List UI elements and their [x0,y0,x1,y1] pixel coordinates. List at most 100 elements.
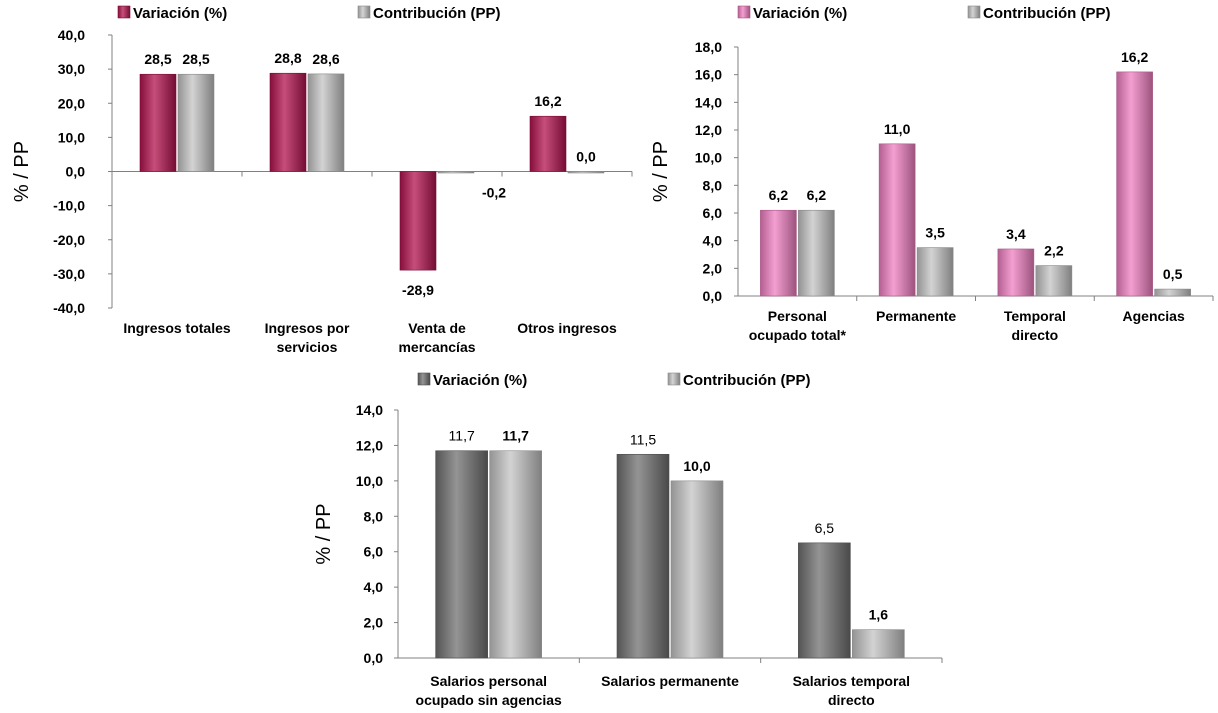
category-label: Temporal [1004,308,1066,324]
bar-variacion [269,72,307,172]
data-label: 16,2 [1121,49,1148,65]
y-tick-label: 4,0 [703,233,723,249]
bar-contribucion [177,73,215,172]
y-tick-label: 0,0 [364,650,384,666]
y-tick-label: 18,0 [695,39,722,55]
y-tick-label: 10,0 [695,150,722,166]
y-axis-title: % / PP [313,503,335,564]
legend-swatch [117,5,131,19]
bar-variacion [139,73,177,172]
legend-swatch [967,5,981,19]
legend-swatch [417,372,431,386]
data-label: 6,5 [815,520,835,536]
y-tick-label: 16,0 [695,67,722,83]
data-label: 11,5 [630,431,656,447]
bar-contribucion [798,209,835,297]
category-label: directo [828,692,875,708]
data-label: 11,7 [502,428,529,444]
y-tick-label: 0,0 [703,288,723,304]
bar-variacion [616,453,670,659]
category-label: ocupado total* [749,327,847,343]
data-label: -28,9 [402,282,434,298]
legend-swatch [737,5,751,19]
chart-salarios: 0,0 2,0 4,0 6,0 8,0 10,0 12,0 14,0 11,7 11,7 Salar… [313,372,943,708]
category-label: Salarios temporal [793,673,911,689]
data-label: 2,2 [1044,243,1064,259]
y-tick-label: 2,0 [703,260,723,276]
legend-label: Contribución (PP) [373,5,501,22]
bar-contribucion [670,480,724,659]
category-label: Salarios permanente [601,673,739,689]
y-axis-title: % / PP [11,141,33,202]
data-label: 3,4 [1006,226,1026,242]
y-tick-label: 20,0 [58,95,85,111]
bar-variacion [399,171,437,271]
data-label: 28,6 [312,51,339,67]
bar-variacion [878,143,916,297]
y-tick-label: 6,0 [364,544,384,560]
bar-variacion [798,542,851,659]
bar-contribucion [916,247,954,297]
data-label: 6,2 [769,187,789,203]
y-tick-label: 12,0 [695,122,722,138]
y-tick-label: 6,0 [703,205,723,221]
legend-label: Contribución (PP) [683,372,811,389]
data-label: 11,7 [449,428,475,444]
data-label: 0,0 [576,149,596,165]
category-label: mercancías [398,339,475,355]
y-tick-label: 10,0 [58,129,85,145]
bar-variacion [997,248,1035,297]
category-label: Venta de [408,320,466,336]
y-axis-title: % / PP [650,141,672,202]
y-tick-label: 4,0 [364,579,384,595]
category-label: Permanente [876,308,956,324]
category-label: Agencias [1123,308,1185,324]
data-label: 28,5 [182,51,209,67]
bar-contribucion [852,629,905,659]
y-tick-label: 12,0 [356,437,383,453]
data-label: 16,2 [534,93,561,109]
data-label: 10,0 [683,458,710,474]
y-tick-label: 40,0 [58,27,85,43]
category-label: Ingresos totales [123,320,231,336]
y-tick-label: 30,0 [58,61,85,77]
data-label: -0,2 [482,185,506,201]
bar-contribucion [489,450,542,659]
bar-contribucion [437,171,475,174]
legend-label: Variación (%) [133,5,227,22]
y-tick-label: 10,0 [356,473,383,489]
y-tick-label: -30,0 [53,266,85,282]
bar-variacion [435,450,488,659]
data-label: 11,0 [884,121,911,137]
category-label: servicios [277,339,338,355]
legend-swatch [667,372,681,386]
chart-ingresos: -40,0 -30,0 -20,0 -10,0 0,0 10,0 20,0 30,0 40,0 2… [11,5,633,355]
category-label: Ingresos por [265,320,350,336]
legend-swatch [357,5,371,19]
category-label: Personal [768,308,827,324]
y-tick-label: -10,0 [53,198,85,214]
chart-personal-ocupado: 0,0 2,0 4,0 6,0 8,0 10,0 12,0 14,0 16,0 18,0 6,2 6,… [650,5,1214,343]
bar-variacion [1116,71,1153,297]
data-label: 28,8 [274,50,301,66]
y-tick-label: 14,0 [356,402,383,418]
bar-contribucion [1154,288,1191,297]
y-tick-label: 8,0 [364,508,384,524]
y-tick-label: 2,0 [364,615,384,631]
category-label: Salarios personal [430,673,547,689]
bar-variacion [529,115,567,172]
data-label: 1,6 [869,607,889,623]
bar-contribucion [567,171,605,174]
y-tick-label: -40,0 [53,300,85,316]
legend-label: Variación (%) [433,372,527,389]
data-label: 0,5 [1163,266,1183,282]
data-label: 3,5 [925,225,945,241]
data-label: 28,5 [144,51,171,67]
bar-contribucion [307,73,345,172]
bar-variacion [760,209,797,297]
y-tick-label: 8,0 [703,177,723,193]
y-tick-label: -20,0 [53,232,85,248]
category-label: ocupado sin agencias [416,692,562,708]
y-tick-label: 14,0 [695,94,722,110]
